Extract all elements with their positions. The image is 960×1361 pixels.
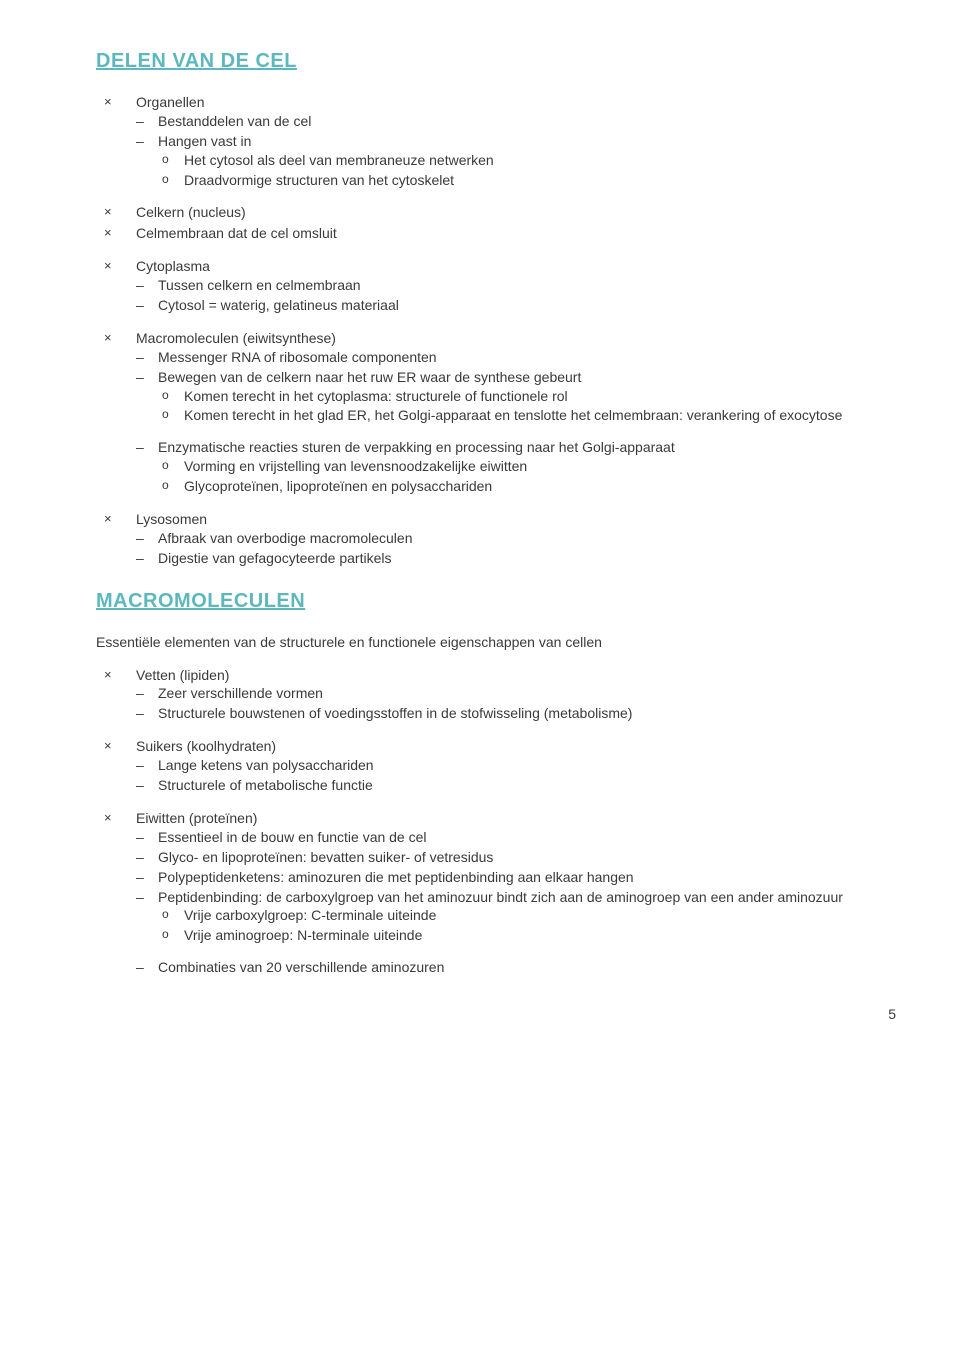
- sub-item: Messenger RNA of ribosomale componenten: [136, 348, 896, 367]
- subsub-item: Komen terecht in het cytoplasma: structu…: [158, 387, 896, 406]
- sub-item: Glyco- en lipoproteïnen: bevatten suiker…: [136, 848, 896, 867]
- item-celmembraan: Celmembraan dat de cel omsluit: [96, 224, 896, 243]
- subsub-item: Vrije aminogroep: N-terminale uiteinde: [158, 926, 896, 945]
- label: Vetten (lipiden): [136, 667, 229, 683]
- label: Enzymatische reacties sturen de verpakki…: [158, 439, 675, 455]
- sub-item: Bestanddelen van de cel: [136, 112, 896, 131]
- item-cytoplasma: Cytoplasma Tussen celkern en celmembraan…: [96, 257, 896, 315]
- sub-item: Afbraak van overbodige macromoleculen: [136, 529, 896, 548]
- sub-item: Structurele of metabolische functie: [136, 776, 896, 795]
- label: Hangen vast in: [158, 133, 251, 149]
- sub-item: Cytosol = waterig, gelatineus materiaal: [136, 296, 896, 315]
- sub-item: Bewegen van de celkern naar het ruw ER w…: [136, 368, 896, 426]
- label: Eiwitten (proteïnen): [136, 810, 257, 826]
- sub-item: Combinaties van 20 verschillende aminozu…: [136, 958, 896, 977]
- label: Organellen: [136, 94, 205, 110]
- label: Lysosomen: [136, 511, 207, 527]
- item-eiwitten: Eiwitten (proteïnen) Essentieel in de bo…: [96, 809, 896, 977]
- heading-macromoleculen: MACROMOLECULEN: [96, 588, 896, 615]
- label: Bewegen van de celkern naar het ruw ER w…: [158, 369, 581, 385]
- item-lysosomen: Lysosomen Afbraak van overbodige macromo…: [96, 510, 896, 568]
- label: Peptidenbinding: de carboxylgroep van he…: [158, 889, 843, 905]
- item-suikers: Suikers (koolhydraten) Lange ketens van …: [96, 737, 896, 795]
- label: Cytoplasma: [136, 258, 210, 274]
- sub-item: Peptidenbinding: de carboxylgroep van he…: [136, 888, 896, 946]
- subsub-item: Glycoproteïnen, lipoproteïnen en polysac…: [158, 477, 896, 496]
- sub-item: Structurele bouwstenen of voedingsstoffe…: [136, 704, 896, 723]
- sub-item: Zeer verschillende vormen: [136, 684, 896, 703]
- item-organellen: Organellen Bestanddelen van de cel Hange…: [96, 93, 896, 189]
- page-number: 5: [96, 1005, 896, 1024]
- heading-delen-van-de-cel: DELEN VAN DE CEL: [96, 48, 896, 75]
- item-vetten: Vetten (lipiden) Zeer verschillende vorm…: [96, 666, 896, 724]
- subsub-item: Het cytosol als deel van membraneuze net…: [158, 151, 896, 170]
- label: Macromoleculen (eiwitsynthese): [136, 330, 336, 346]
- label: Suikers (koolhydraten): [136, 738, 276, 754]
- item-celkern: Celkern (nucleus): [96, 203, 896, 222]
- subsub-item: Vorming en vrijstelling van levensnoodza…: [158, 457, 896, 476]
- sub-item: Polypeptidenketens: aminozuren die met p…: [136, 868, 896, 887]
- sub-item: Lange ketens van polysacchariden: [136, 756, 896, 775]
- subsub-item: Komen terecht in het glad ER, het Golgi-…: [158, 406, 896, 425]
- sub-item: Digestie van gefagocyteerde partikels: [136, 549, 896, 568]
- list-section2: Vetten (lipiden) Zeer verschillende vorm…: [96, 666, 896, 977]
- list-section1: Organellen Bestanddelen van de cel Hange…: [96, 93, 896, 568]
- sub-item: Essentieel in de bouw en functie van de …: [136, 828, 896, 847]
- subsub-item: Vrije carboxylgroep: C-terminale uiteind…: [158, 906, 896, 925]
- sub-item: Tussen celkern en celmembraan: [136, 276, 896, 295]
- sub-item: Enzymatische reacties sturen de verpakki…: [136, 438, 896, 496]
- intro-text: Essentiële elementen van de structurele …: [96, 633, 896, 652]
- item-macromoleculen-eiwit: Macromoleculen (eiwitsynthese) Messenger…: [96, 329, 896, 496]
- subsub-item: Draadvormige structuren van het cytoskel…: [158, 171, 896, 190]
- sub-item: Hangen vast in Het cytosol als deel van …: [136, 132, 896, 190]
